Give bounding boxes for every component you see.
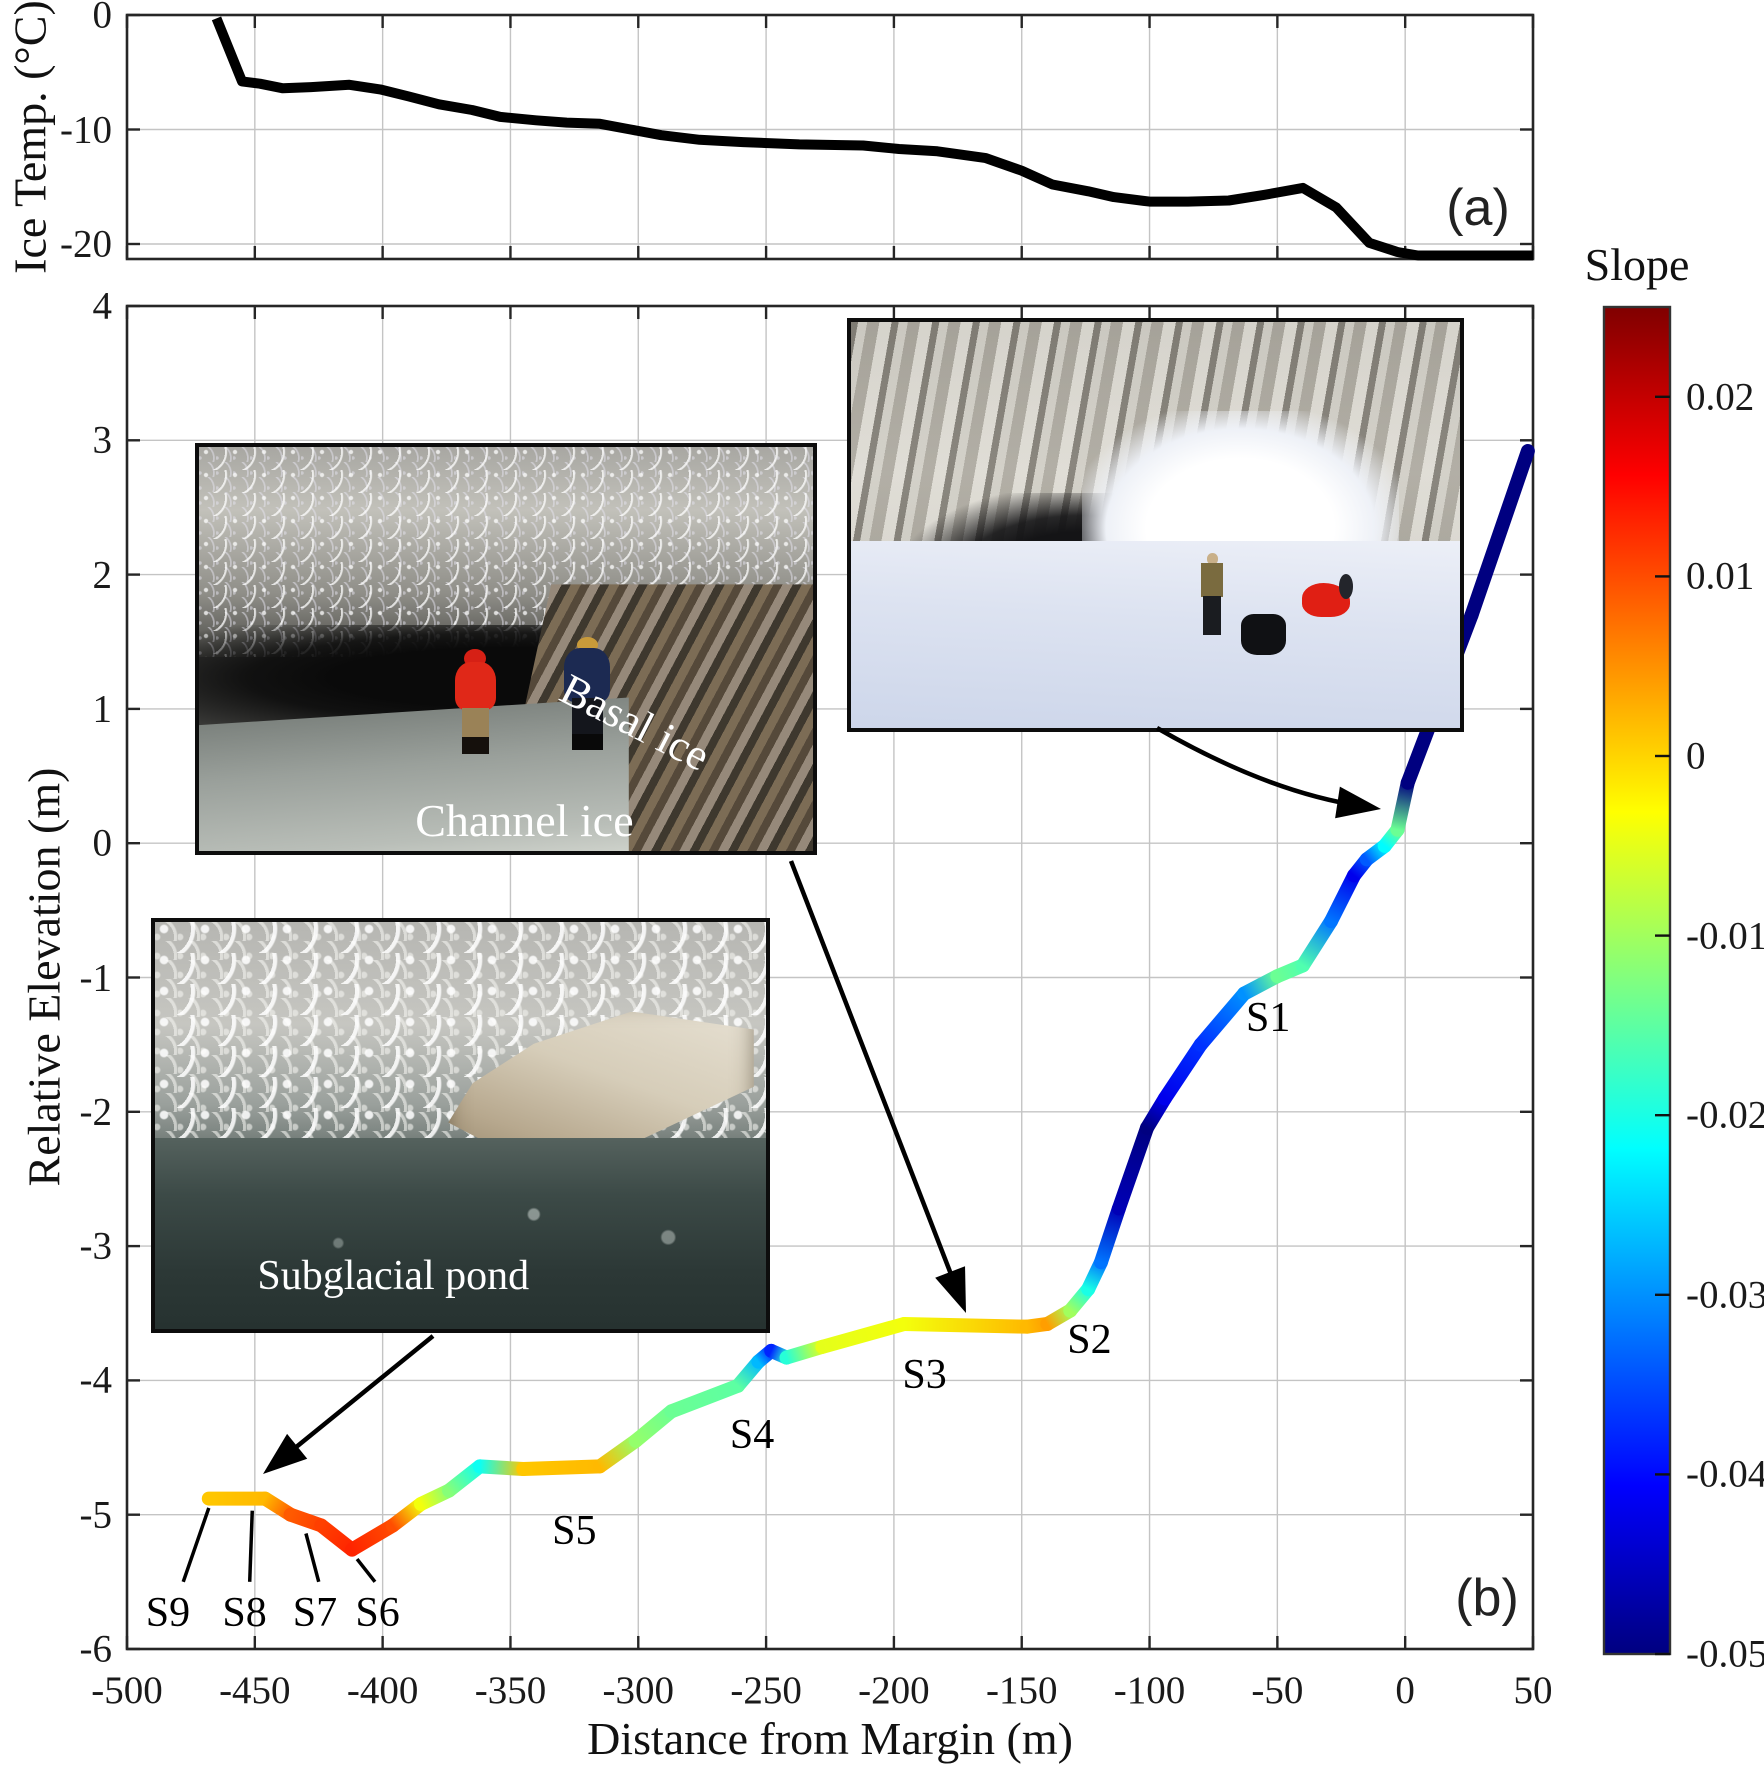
subglacial-pond-photo: Subglacial pond (151, 918, 770, 1333)
pond-water (155, 1137, 766, 1329)
person-red-crouching (1301, 573, 1354, 627)
snow-foreground (851, 541, 1460, 728)
person-blue-jacket (561, 636, 613, 750)
ice-cave-entrance-photo (847, 318, 1464, 732)
backpack (1240, 614, 1287, 655)
subglacial-pond-label: Subglacial pond (257, 1252, 530, 1299)
person-red-jacket (451, 649, 500, 755)
channel-ice-photo: Basal ice Channel ice (195, 443, 817, 855)
channel-ice-label: Channel ice (415, 795, 634, 847)
channel-ice-floor (199, 697, 629, 851)
person-standing (1198, 553, 1226, 635)
